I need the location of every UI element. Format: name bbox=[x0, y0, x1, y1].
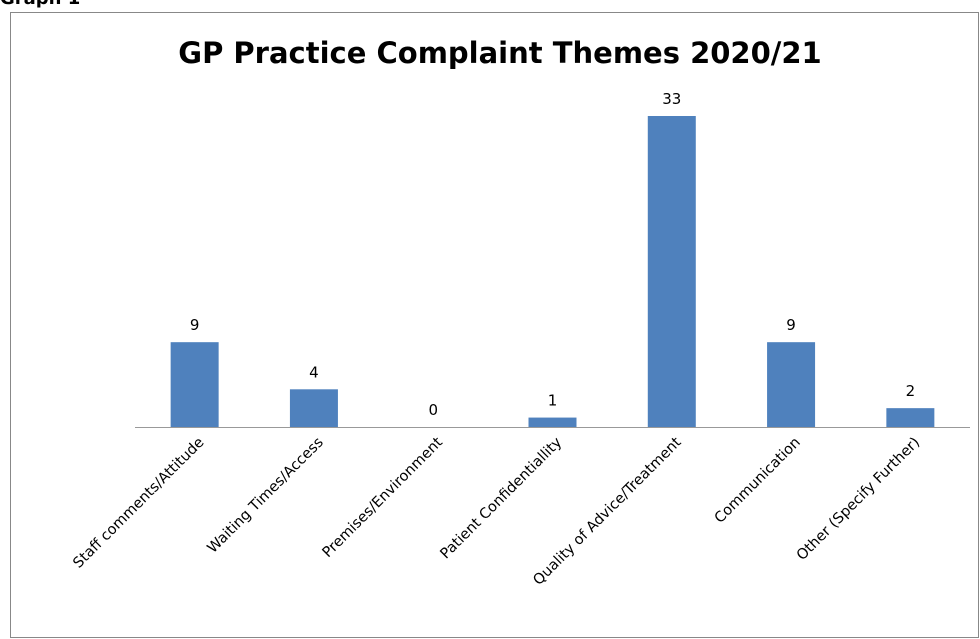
data-label: 1 bbox=[548, 392, 558, 410]
caption: Graph 1 bbox=[0, 0, 80, 9]
bar bbox=[528, 417, 577, 427]
bar bbox=[886, 408, 935, 427]
bar bbox=[170, 342, 219, 427]
chart-title: GP Practice Complaint Themes 2020/21 bbox=[178, 36, 821, 70]
data-label: 33 bbox=[662, 90, 681, 108]
bar bbox=[647, 116, 696, 427]
chart-border bbox=[10, 12, 979, 638]
bar bbox=[289, 389, 338, 427]
data-label: 2 bbox=[906, 382, 916, 400]
data-label: 9 bbox=[190, 316, 200, 334]
data-label: 0 bbox=[428, 401, 438, 419]
data-label: 4 bbox=[309, 363, 319, 381]
bar bbox=[767, 342, 816, 427]
data-label: 9 bbox=[786, 316, 796, 334]
